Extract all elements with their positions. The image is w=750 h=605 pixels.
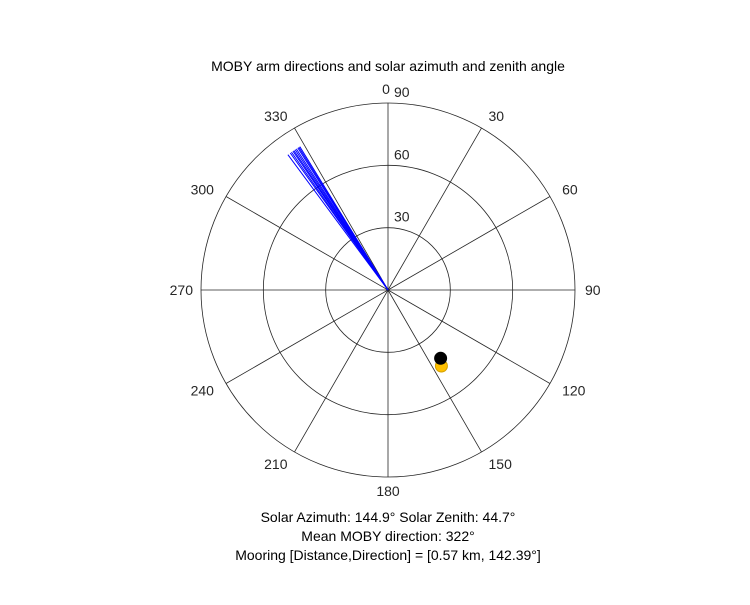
- moby-arm-line-10: [299, 146, 389, 291]
- ring-30: [325, 227, 451, 353]
- theta-tick-label-270: 270: [170, 282, 194, 298]
- spoke-300: [225, 196, 389, 291]
- theta-tick-label-180: 180: [376, 483, 400, 499]
- mooring-caption: Mooring [Distance,Direction] = [0.57 km,…: [235, 547, 541, 563]
- radial-tick-labels: 30 60 90: [394, 84, 410, 225]
- spoke-240: [225, 289, 389, 384]
- theta-tick-label-330: 330: [264, 108, 288, 124]
- radial-tick-label-60: 60: [394, 146, 410, 162]
- ring-90: [200, 102, 576, 478]
- radial-tick-label-90: 90: [394, 84, 410, 100]
- theta-tick-label-120: 120: [562, 383, 586, 399]
- spoke-150: [387, 289, 482, 453]
- ring-60: [262, 164, 514, 416]
- theta-tick-label-240: 240: [191, 383, 215, 399]
- spoke-330: [294, 127, 389, 291]
- theta-tick-label-0: 0: [382, 81, 390, 97]
- theta-tick-label-60: 60: [562, 182, 578, 198]
- theta-tick-label-210: 210: [264, 456, 288, 472]
- theta-tick-label-30: 30: [489, 108, 505, 124]
- theta-tick-label-90: 90: [585, 282, 601, 298]
- radial-tick-label-30: 30: [394, 209, 410, 225]
- chart-title: MOBY arm directions and solar azimuth an…: [211, 58, 565, 74]
- spoke-120: [387, 289, 551, 384]
- spoke-60: [387, 196, 551, 291]
- solar-angles-caption: Solar Azimuth: 144.9° Solar Zenith: 44.7…: [261, 509, 516, 525]
- polar-grid: [200, 102, 576, 478]
- spoke-30: [387, 127, 482, 291]
- theta-tick-label-150: 150: [489, 456, 513, 472]
- moby-direction-caption: Mean MOBY direction: 322°: [301, 528, 474, 544]
- mooring-position-marker: [434, 351, 448, 365]
- theta-tick-labels: 0 30 60 90 120 150 180 210 240 270 300 330: [170, 81, 601, 499]
- spoke-210: [294, 289, 389, 453]
- theta-tick-label-300: 300: [191, 182, 215, 198]
- data-layer: [287, 146, 448, 373]
